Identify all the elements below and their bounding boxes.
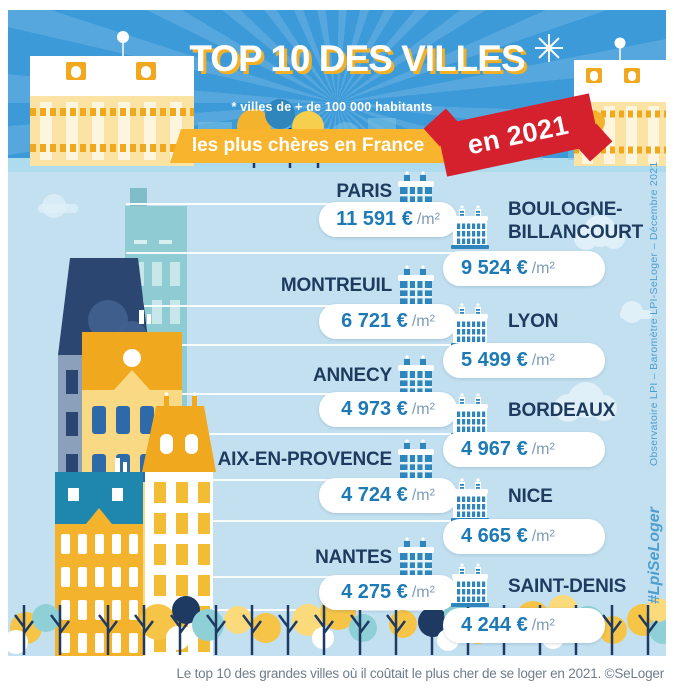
city-name-nantes: NANTES	[315, 547, 392, 568]
price-unit: /m²	[531, 440, 555, 458]
building-icon	[450, 478, 490, 522]
price-unit: /m²	[411, 486, 435, 504]
city-name-boulogne-billancourt: BOULOGNE-BILLANCOURT	[508, 199, 644, 243]
building-icon	[450, 393, 490, 437]
building-icon	[450, 205, 490, 249]
price-pill-nantes: 4 275 € /m²	[319, 575, 457, 610]
city-illustration	[8, 31, 666, 656]
title-footnote: * villes de + de 100 000 habitants	[231, 100, 433, 114]
price-pill-boulogne-billancourt: 9 524 € /m²	[443, 251, 605, 286]
price-pill-annecy: 4 973 € /m²	[319, 392, 457, 427]
price-unit: /m²	[531, 351, 555, 369]
city-name-lyon: LYON	[508, 311, 559, 332]
clouds	[38, 194, 652, 422]
building-icon	[396, 439, 436, 483]
price-unit: /m²	[531, 616, 555, 634]
price-pill-saint-denis: 4 244 € /m²	[443, 608, 605, 643]
city-name-montreuil: MONTREUIL	[280, 275, 392, 296]
price-unit: /m²	[416, 210, 440, 228]
city-name-bordeaux: BORDEAUX	[508, 400, 616, 421]
price-value: 4 724 €	[341, 484, 408, 506]
price-value: 5 499 €	[461, 349, 528, 371]
price-value: 6 721 €	[341, 310, 408, 332]
step-lines	[126, 203, 456, 611]
price-pill-paris: 11 591 € /m²	[319, 202, 457, 237]
price-value: 4 665 €	[461, 525, 528, 547]
building-icon	[450, 303, 490, 347]
source-credit: Observatoire LPI – Baromètre LPI-SeLoger…	[648, 161, 660, 467]
hashtag-label: #LpiSeLoger	[646, 507, 663, 604]
city-name-paris: PARIS	[336, 181, 392, 202]
haussmann-building-left	[30, 31, 194, 166]
price-value: 11 591 €	[336, 208, 413, 230]
price-unit: /m²	[531, 259, 555, 277]
price-unit: /m²	[411, 400, 435, 418]
firework-icon	[535, 34, 563, 62]
price-pill-lyon: 5 499 € /m²	[443, 343, 605, 378]
city-name-aix-en-provence: AIX-EN-PROVENCE	[217, 449, 393, 470]
infographic-art: TOP 10 DES VILLES * villes de + de 100 0…	[8, 10, 666, 656]
price-value: 4 275 €	[341, 581, 408, 603]
city-name-annecy: ANNECY	[312, 365, 392, 386]
city-name-nice: NICE	[508, 486, 553, 507]
city-name-saint-denis: SAINT-DENIS	[508, 576, 627, 597]
price-pill-aix-en-provence: 4 724 € /m²	[319, 478, 457, 513]
price-value: 9 524 €	[461, 257, 528, 279]
price-unit: /m²	[411, 312, 435, 330]
price-value: 4 967 €	[461, 438, 528, 460]
price-value: 4 973 €	[341, 398, 408, 420]
price-value: 4 244 €	[461, 614, 528, 636]
price-pill-bordeaux: 4 967 € /m²	[443, 432, 605, 467]
price-pill-montreuil: 6 721 € /m²	[319, 304, 457, 339]
price-unit: /m²	[531, 527, 555, 545]
building-icon	[450, 563, 490, 607]
page-title: TOP 10 DES VILLES	[189, 38, 525, 79]
price-unit: /m²	[411, 583, 435, 601]
subtitle-banner: les plus chères en France	[170, 129, 446, 163]
image-caption: Le top 10 des grandes villes où il coûta…	[176, 666, 664, 681]
building-icon	[396, 265, 436, 309]
yellow-tower	[55, 458, 143, 656]
price-pill-nice: 4 665 € /m²	[443, 519, 605, 554]
